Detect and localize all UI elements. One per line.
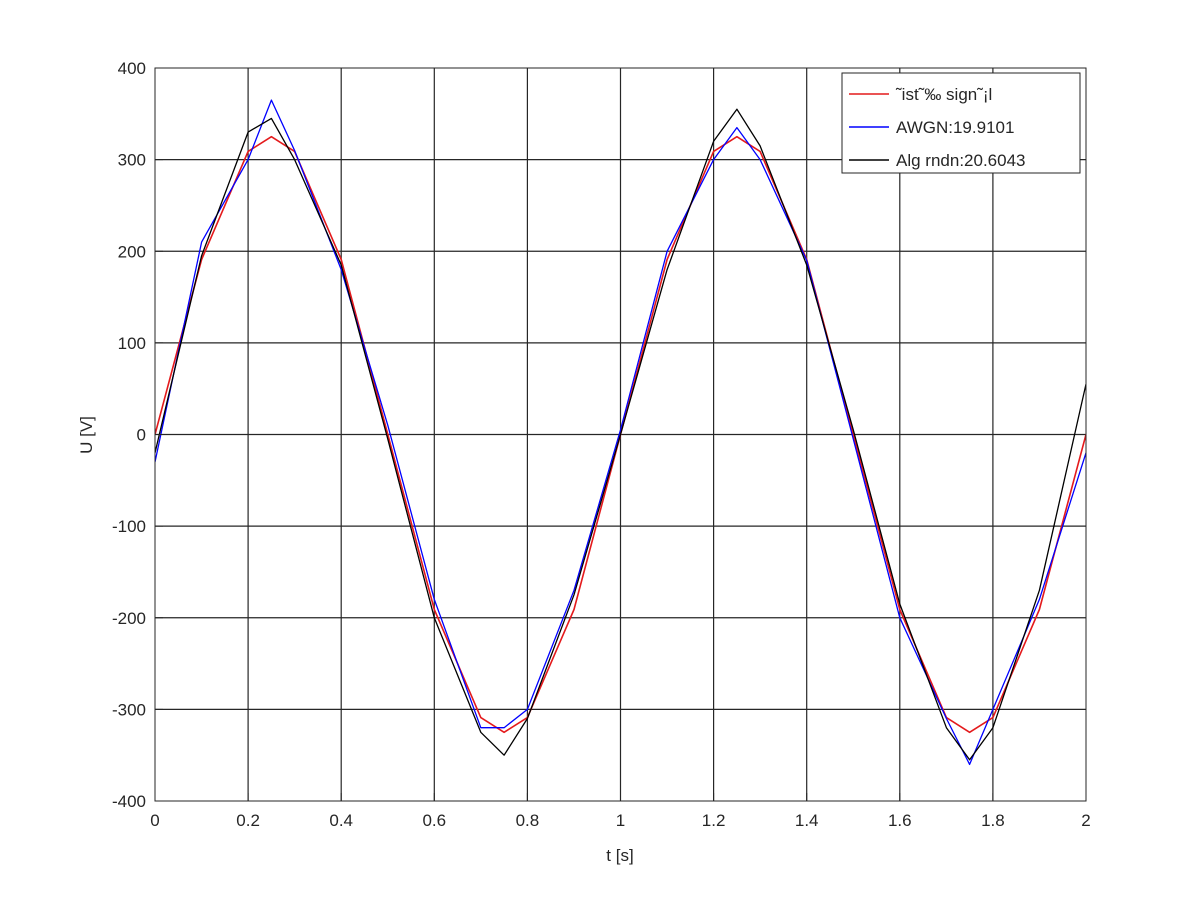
- x-tick-label: 0: [150, 811, 159, 830]
- legend-box: [841, 72, 1081, 174]
- legend-label: ˜ist˜‰ sign˜¡l: [895, 85, 992, 104]
- x-tick-label: 0.4: [329, 811, 353, 830]
- series-line-alg-rndn-noisy-line: [155, 108, 1086, 761]
- x-tick-label: 1.4: [795, 811, 819, 830]
- x-tick-label: 2: [1081, 811, 1090, 830]
- x-tick-label: 0.8: [516, 811, 540, 830]
- y-tick-label: 400: [118, 59, 146, 78]
- y-tick-label: 0: [137, 426, 146, 445]
- x-tick-label: 0.2: [236, 811, 260, 830]
- x-axis-label: t [s]: [606, 846, 633, 865]
- series-line-awgn-noisy-line: [155, 99, 1086, 766]
- y-tick-label: 200: [118, 242, 146, 261]
- legend-label: AWGN:19.9101: [896, 118, 1014, 137]
- series-layer: [155, 99, 1086, 766]
- x-tick-label: 1.2: [702, 811, 726, 830]
- y-tick-label: -300: [112, 700, 146, 719]
- y-tick-label: -200: [112, 609, 146, 628]
- ticks: 0 0.2 0.4 0.6 0.8 1 1.2 1.4 1.6 1.8 2 -400 -300 -200 -…: [112, 59, 1091, 830]
- x-tick-label: 0.6: [422, 811, 446, 830]
- x-tick-label: 1: [616, 811, 625, 830]
- x-tick-label: 1.8: [981, 811, 1005, 830]
- y-tick-label: -100: [112, 517, 146, 536]
- y-tick-label: 300: [118, 151, 146, 170]
- legend: ˜ist˜‰ sign˜¡l AWGN:19.9101 Alg rndn:20.60…: [841, 72, 1081, 174]
- y-axis-label: U [V]: [77, 416, 96, 454]
- legend-label: Alg rndn:20.6043: [896, 151, 1026, 170]
- x-tick-label: 1.6: [888, 811, 912, 830]
- y-tick-label: -400: [112, 792, 146, 811]
- y-tick-label: 100: [118, 334, 146, 353]
